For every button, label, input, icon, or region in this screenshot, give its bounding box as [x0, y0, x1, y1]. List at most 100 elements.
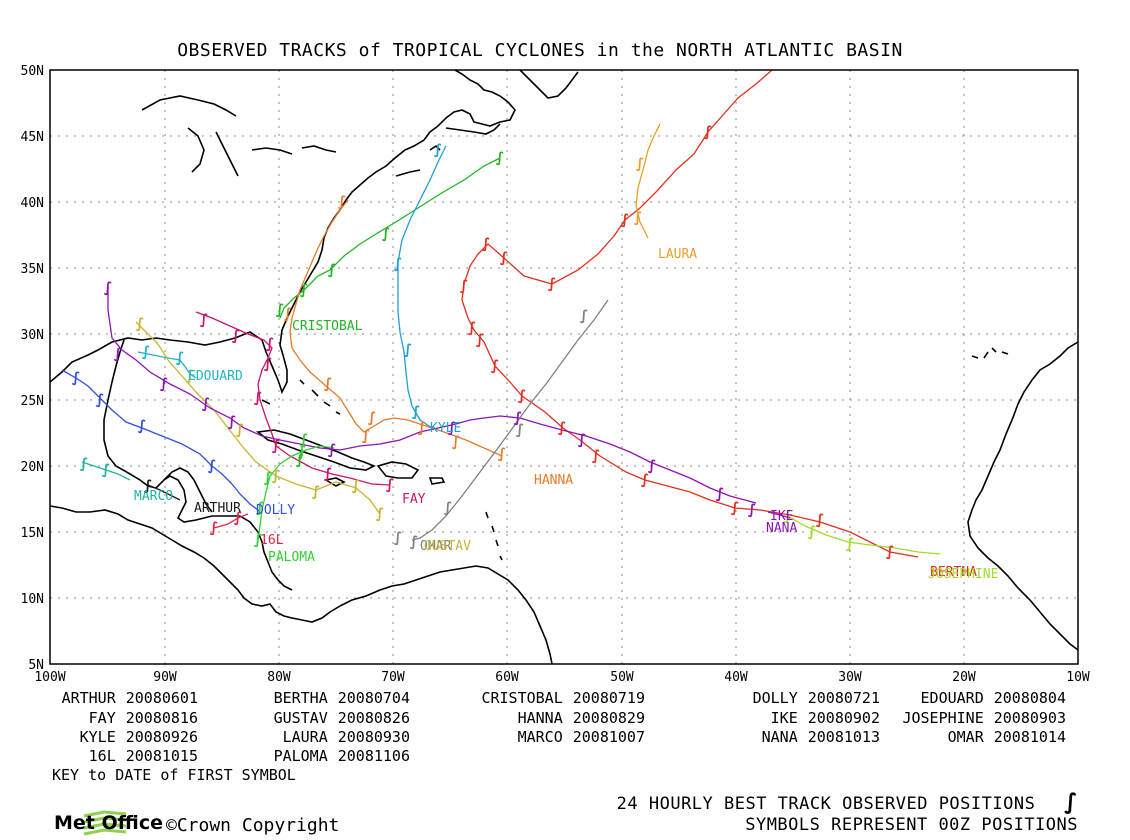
track-marco	[81, 461, 131, 481]
symbol-bertha: ∫	[558, 420, 567, 436]
storm-key-date: 20080704	[337, 689, 410, 707]
symbol-ike: ∫	[514, 410, 523, 426]
symbol-bertha: ∫	[592, 448, 601, 464]
track-edouard	[137, 351, 197, 379]
position-symbols: ∫ ∫ ∫ ∫ ∫ ∫ ∫ ∫ ∫ ∫ ∫ ∫ ∫ ∫ ∫ ∫ ∫ ∫ ∫ ∫ …	[72, 124, 895, 560]
footer-text-1: 24 HOURLY BEST TRACK OBSERVED POSITIONS	[616, 794, 1036, 814]
symbol-hanna: ∫	[284, 306, 293, 322]
symbol-kyle: ∫	[394, 256, 403, 272]
symbol-paloma: ∫	[254, 532, 263, 548]
lon-label: 90W	[153, 670, 177, 685]
map-frame	[49, 69, 1079, 665]
symbol-16l: ∫	[234, 510, 243, 526]
lat-label: 40N	[21, 196, 44, 211]
symbol-omar: ∫	[394, 530, 403, 546]
storm-key-name: KYLE	[79, 728, 116, 746]
symbol-hanna: ∫	[418, 420, 427, 436]
storm-key-date: 20081007	[572, 728, 645, 746]
label-marco: MARCO	[134, 489, 173, 504]
symbol-kyle: ∫	[412, 404, 421, 420]
lat-label: 15N	[21, 526, 44, 541]
storm-key-entry: BERTHA 20080704	[274, 689, 410, 707]
cuba	[256, 429, 376, 471]
symbol-kyle: ∫	[434, 142, 443, 158]
symbol-ike: ∫	[160, 376, 169, 392]
symbol-bertha: ∫	[641, 472, 650, 488]
symbol-paloma: ∫	[298, 444, 307, 460]
symbol-fay: ∫	[200, 312, 209, 328]
storm-key-name: BERTHA	[273, 689, 328, 707]
symbol-ike: ∫	[448, 420, 457, 436]
symbol-fay: ∫	[232, 328, 241, 344]
storm-key-date: 20080903	[993, 709, 1066, 727]
storm-key-entry: 16L 20081015	[89, 747, 198, 765]
symbol-fay: ∫	[254, 390, 263, 406]
symbol-dolly: ∫	[72, 370, 81, 386]
latitude-labels: 50N 45N 40N 35N 30N 25N 20N 15N 10N 5N	[21, 64, 44, 673]
symbol-dolly: ∫	[138, 418, 147, 434]
copyright-text: ©Crown Copyright	[166, 815, 340, 836]
symbol-ike: ∫	[228, 414, 237, 430]
symbol-omar: ∫	[444, 500, 453, 516]
storm-key-date: 20080826	[337, 709, 410, 727]
label-omar: OMAR	[420, 539, 451, 554]
met-office-logo-text: Met Office	[54, 812, 163, 834]
newfoundland-coast	[519, 70, 579, 99]
symbol-16l: ∫	[210, 520, 219, 536]
symbol-ike: ∫	[104, 280, 113, 296]
storm-key-entry: OMAR 20081014	[948, 728, 1066, 746]
symbol-ike: ∫	[114, 346, 123, 362]
symbol-edouard: ∫	[142, 344, 151, 360]
storm-key-name: GUSTAV	[273, 709, 328, 727]
storm-key-date: 20081013	[807, 728, 880, 746]
symbol-nana: ∫	[748, 502, 757, 518]
storm-key-date: 20080902	[807, 709, 880, 727]
mexico-gulf-coast	[103, 339, 293, 591]
north-america-coast	[50, 70, 516, 395]
storm-key-date: 20081014	[993, 728, 1066, 746]
symbol-bertha: ∫	[621, 212, 630, 228]
symbol-paloma: ∫	[256, 500, 265, 516]
symbol-bertha: ∫	[731, 500, 740, 516]
symbol-bertha: ∫	[468, 320, 477, 336]
symbol-bertha: ∫	[548, 276, 557, 292]
storm-key-date: 20081015	[125, 747, 198, 765]
storm-key-name: OMAR	[947, 728, 984, 746]
storm-key-date: 20080829	[572, 709, 645, 727]
symbol-fay: ∫	[266, 336, 275, 352]
storm-key-entry: NANA 20081013	[762, 728, 880, 746]
storm-key-name: FAY	[88, 709, 116, 727]
symbol-hanna: ∫	[498, 446, 507, 462]
yucatan-coast	[163, 467, 213, 513]
symbol-gustav: ∫	[352, 478, 361, 494]
great-lakes	[141, 95, 337, 177]
lon-label: 20W	[952, 670, 976, 685]
lat-label: 5N	[28, 658, 44, 673]
hispaniola	[376, 461, 420, 479]
storm-key-entry: DOLLY 20080721	[753, 689, 880, 707]
symbol-omar: ∫	[516, 422, 525, 438]
storm-key-date: 20081106	[337, 747, 410, 765]
storm-key-entry: GUSTAV 20080826	[274, 709, 410, 727]
lon-label: 100W	[34, 670, 65, 685]
storm-key-date: 20080816	[125, 709, 198, 727]
storm-key-entry: JOSEPHINE 20080903	[902, 709, 1066, 727]
label-nana: NANA	[766, 521, 797, 536]
storm-key-name: PALOMA	[273, 747, 328, 765]
storm-key-name: JOSEPHINE	[902, 709, 984, 727]
symbol-bertha: ∫	[482, 236, 491, 252]
symbol-ike: ∫	[578, 432, 587, 448]
symbol-ike: ∫	[328, 442, 337, 458]
label-bertha: BERTHA	[930, 565, 977, 580]
symbol-laura: ∫	[636, 156, 645, 172]
symbol-cristobal: ∫	[276, 302, 285, 318]
track-cristobal	[279, 157, 501, 319]
symbol-gustav: ∫	[136, 316, 145, 332]
symbol-gustav: ∫	[236, 422, 245, 438]
long-island	[395, 169, 421, 177]
symbol-arthur: ∫	[144, 478, 153, 494]
symbol-laura: ∫	[634, 210, 643, 226]
symbol-bertha: ∫	[476, 332, 485, 348]
symbol-gustav: ∫	[376, 506, 385, 522]
storm-key-entry: HANNA 20080829	[518, 709, 645, 727]
